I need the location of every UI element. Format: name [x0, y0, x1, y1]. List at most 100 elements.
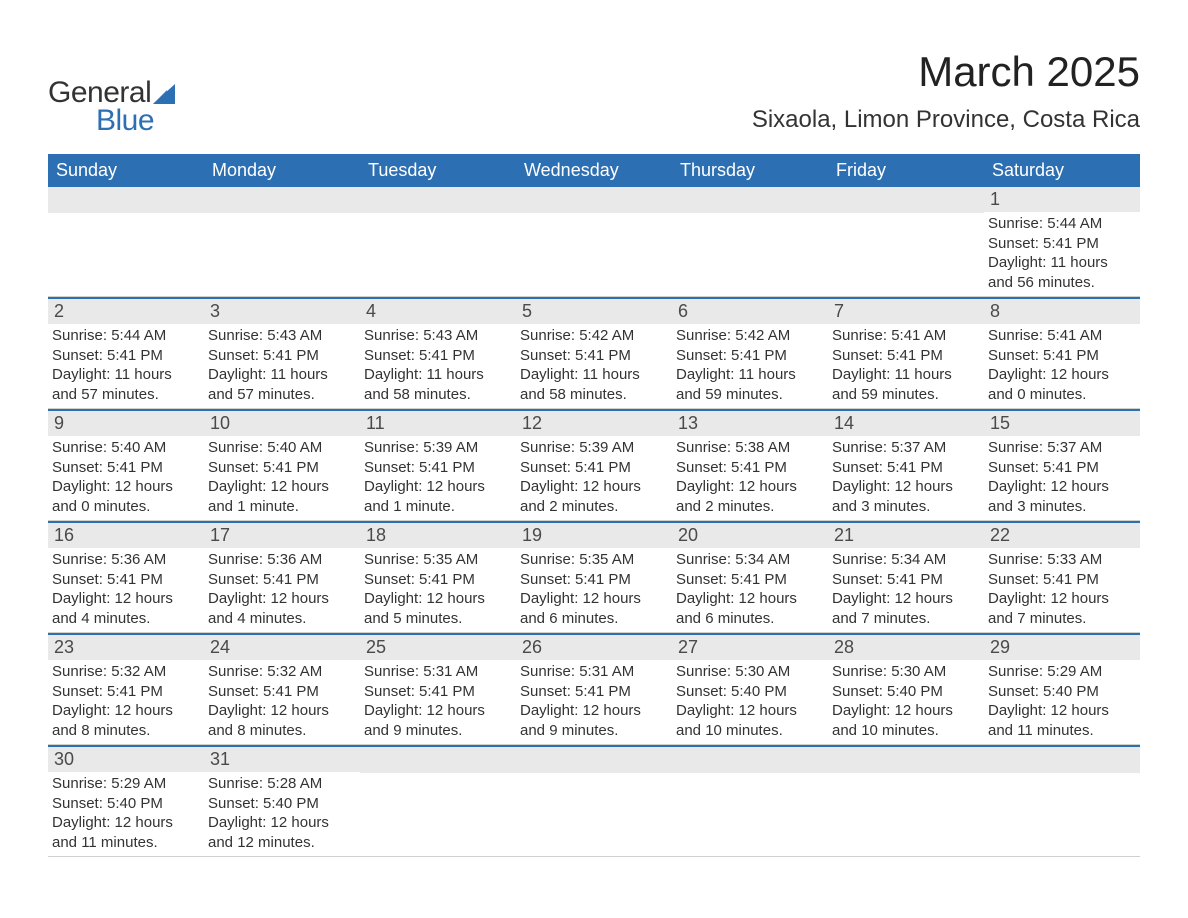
sunrise-text: Sunrise: 5:32 AM [52, 662, 200, 682]
daylight-text: Daylight: 12 hours and 4 minutes. [208, 589, 356, 628]
sunset-text: Sunset: 5:41 PM [988, 346, 1136, 366]
sunset-text: Sunset: 5:41 PM [364, 570, 512, 590]
sunset-text: Sunset: 5:41 PM [52, 346, 200, 366]
day-number: 16 [48, 523, 204, 548]
sunset-text: Sunset: 5:41 PM [520, 682, 668, 702]
daylight-text: Daylight: 12 hours and 9 minutes. [364, 701, 512, 740]
day-cell: 4Sunrise: 5:43 AMSunset: 5:41 PMDaylight… [360, 299, 516, 408]
day-body [516, 213, 672, 219]
sunrise-text: Sunrise: 5:41 AM [988, 326, 1136, 346]
day-number: 6 [672, 299, 828, 324]
day-body: Sunrise: 5:29 AMSunset: 5:40 PMDaylight:… [984, 660, 1140, 744]
sunrise-text: Sunrise: 5:40 AM [208, 438, 356, 458]
day-number: 31 [204, 747, 360, 772]
day-cell: 9Sunrise: 5:40 AMSunset: 5:41 PMDaylight… [48, 411, 204, 520]
day-body: Sunrise: 5:32 AMSunset: 5:41 PMDaylight:… [48, 660, 204, 744]
week-row: 23Sunrise: 5:32 AMSunset: 5:41 PMDayligh… [48, 633, 1140, 745]
day-number: 26 [516, 635, 672, 660]
daylight-text: Daylight: 12 hours and 10 minutes. [676, 701, 824, 740]
day-cell [516, 187, 672, 296]
sunrise-text: Sunrise: 5:36 AM [52, 550, 200, 570]
daylight-text: Daylight: 12 hours and 0 minutes. [988, 365, 1136, 404]
day-body: Sunrise: 5:35 AMSunset: 5:41 PMDaylight:… [360, 548, 516, 632]
daylight-text: Daylight: 12 hours and 6 minutes. [676, 589, 824, 628]
daylight-text: Daylight: 12 hours and 7 minutes. [832, 589, 980, 628]
day-cell: 23Sunrise: 5:32 AMSunset: 5:41 PMDayligh… [48, 635, 204, 744]
week-row: 16Sunrise: 5:36 AMSunset: 5:41 PMDayligh… [48, 521, 1140, 633]
day-number: 5 [516, 299, 672, 324]
day-number [360, 747, 516, 773]
day-cell: 1Sunrise: 5:44 AMSunset: 5:41 PMDaylight… [984, 187, 1140, 296]
daylight-text: Daylight: 12 hours and 0 minutes. [52, 477, 200, 516]
sunrise-text: Sunrise: 5:43 AM [208, 326, 356, 346]
day-cell [984, 747, 1140, 856]
daylight-text: Daylight: 11 hours and 58 minutes. [520, 365, 668, 404]
day-number: 12 [516, 411, 672, 436]
sunset-text: Sunset: 5:40 PM [208, 794, 356, 814]
sunrise-text: Sunrise: 5:37 AM [832, 438, 980, 458]
day-number: 30 [48, 747, 204, 772]
day-cell [204, 187, 360, 296]
day-number [984, 747, 1140, 773]
sunrise-text: Sunrise: 5:42 AM [520, 326, 668, 346]
header-monday: Monday [204, 154, 360, 187]
header-thursday: Thursday [672, 154, 828, 187]
day-cell: 18Sunrise: 5:35 AMSunset: 5:41 PMDayligh… [360, 523, 516, 632]
day-body [984, 773, 1140, 779]
day-body: Sunrise: 5:40 AMSunset: 5:41 PMDaylight:… [48, 436, 204, 520]
sunset-text: Sunset: 5:41 PM [520, 346, 668, 366]
sunrise-text: Sunrise: 5:35 AM [364, 550, 512, 570]
day-body [828, 213, 984, 219]
day-number: 11 [360, 411, 516, 436]
day-number: 27 [672, 635, 828, 660]
day-cell: 7Sunrise: 5:41 AMSunset: 5:41 PMDaylight… [828, 299, 984, 408]
day-body: Sunrise: 5:41 AMSunset: 5:41 PMDaylight:… [984, 324, 1140, 408]
day-body: Sunrise: 5:39 AMSunset: 5:41 PMDaylight:… [360, 436, 516, 520]
day-cell: 13Sunrise: 5:38 AMSunset: 5:41 PMDayligh… [672, 411, 828, 520]
day-cell [48, 187, 204, 296]
sunset-text: Sunset: 5:41 PM [520, 458, 668, 478]
day-number: 7 [828, 299, 984, 324]
sunset-text: Sunset: 5:41 PM [52, 682, 200, 702]
day-cell: 31Sunrise: 5:28 AMSunset: 5:40 PMDayligh… [204, 747, 360, 856]
daylight-text: Daylight: 12 hours and 10 minutes. [832, 701, 980, 740]
daylight-text: Daylight: 12 hours and 3 minutes. [988, 477, 1136, 516]
day-number: 1 [984, 187, 1140, 212]
day-number [48, 187, 204, 213]
sunrise-text: Sunrise: 5:30 AM [832, 662, 980, 682]
day-cell: 14Sunrise: 5:37 AMSunset: 5:41 PMDayligh… [828, 411, 984, 520]
day-number: 15 [984, 411, 1140, 436]
weeks-container: 1Sunrise: 5:44 AMSunset: 5:41 PMDaylight… [48, 187, 1140, 857]
day-body: Sunrise: 5:41 AMSunset: 5:41 PMDaylight:… [828, 324, 984, 408]
sunset-text: Sunset: 5:41 PM [208, 346, 356, 366]
sunset-text: Sunset: 5:41 PM [988, 458, 1136, 478]
sunrise-text: Sunrise: 5:29 AM [988, 662, 1136, 682]
day-body [672, 213, 828, 219]
sunset-text: Sunset: 5:41 PM [676, 346, 824, 366]
day-cell [516, 747, 672, 856]
day-number [828, 747, 984, 773]
day-body [204, 213, 360, 219]
day-body [828, 773, 984, 779]
day-number: 4 [360, 299, 516, 324]
header-saturday: Saturday [984, 154, 1140, 187]
day-cell: 5Sunrise: 5:42 AMSunset: 5:41 PMDaylight… [516, 299, 672, 408]
sunrise-text: Sunrise: 5:31 AM [364, 662, 512, 682]
day-body: Sunrise: 5:40 AMSunset: 5:41 PMDaylight:… [204, 436, 360, 520]
daylight-text: Daylight: 11 hours and 56 minutes. [988, 253, 1136, 292]
day-body [516, 773, 672, 779]
day-cell: 12Sunrise: 5:39 AMSunset: 5:41 PMDayligh… [516, 411, 672, 520]
sunset-text: Sunset: 5:41 PM [52, 458, 200, 478]
sunrise-text: Sunrise: 5:36 AM [208, 550, 356, 570]
day-body: Sunrise: 5:31 AMSunset: 5:41 PMDaylight:… [360, 660, 516, 744]
day-number: 21 [828, 523, 984, 548]
sunset-text: Sunset: 5:41 PM [676, 570, 824, 590]
week-row: 2Sunrise: 5:44 AMSunset: 5:41 PMDaylight… [48, 297, 1140, 409]
day-cell: 24Sunrise: 5:32 AMSunset: 5:41 PMDayligh… [204, 635, 360, 744]
day-body: Sunrise: 5:43 AMSunset: 5:41 PMDaylight:… [204, 324, 360, 408]
sunrise-text: Sunrise: 5:40 AM [52, 438, 200, 458]
sunset-text: Sunset: 5:41 PM [208, 682, 356, 702]
header-sunday: Sunday [48, 154, 204, 187]
daylight-text: Daylight: 12 hours and 6 minutes. [520, 589, 668, 628]
day-body: Sunrise: 5:29 AMSunset: 5:40 PMDaylight:… [48, 772, 204, 856]
